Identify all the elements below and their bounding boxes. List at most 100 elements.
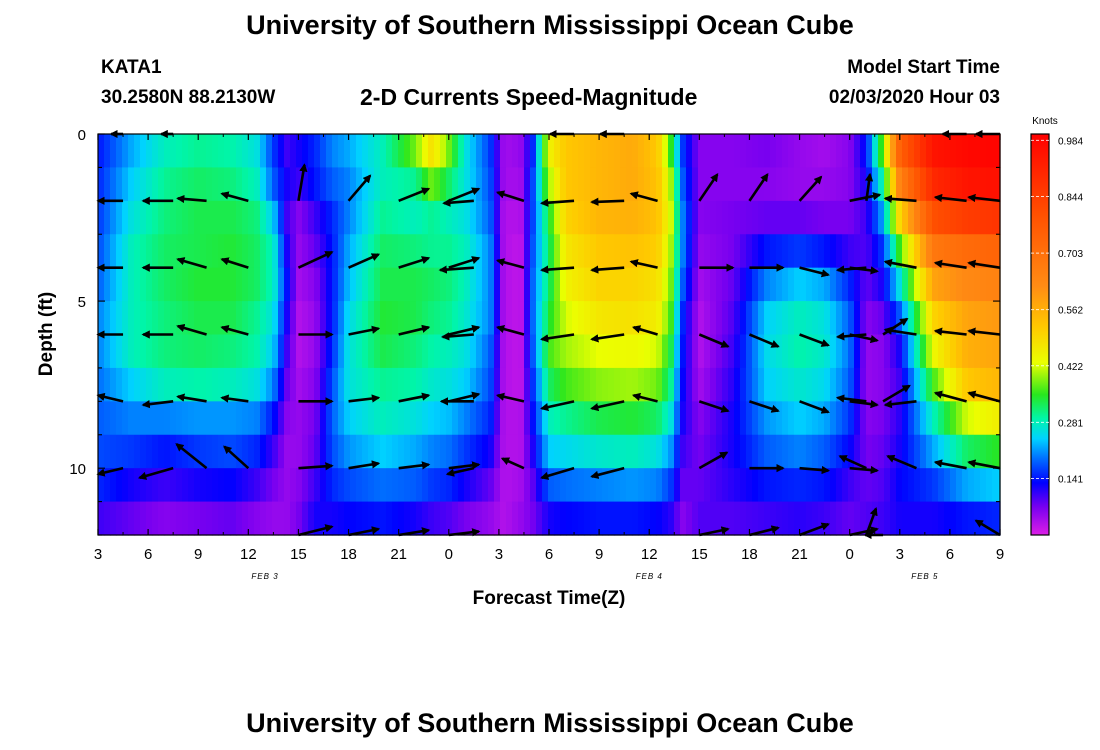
heatmap-cell <box>632 434 639 469</box>
heatmap-cell <box>848 434 855 469</box>
heatmap-cell <box>638 167 645 202</box>
heatmap-cell <box>344 200 351 235</box>
heatmap-cell <box>686 434 693 469</box>
heatmap-cell <box>422 167 429 202</box>
heatmap-cell <box>128 334 135 369</box>
heatmap-cell <box>626 134 633 169</box>
heatmap-cell <box>536 267 543 302</box>
heatmap-cell <box>416 234 423 269</box>
heatmap-cell <box>638 401 645 436</box>
heatmap-cell <box>680 301 687 336</box>
heatmap-cell <box>242 267 249 302</box>
heatmap-cell <box>944 434 951 469</box>
heatmap-cell <box>176 134 183 169</box>
heatmap-cell <box>98 200 105 235</box>
heatmap-cell <box>740 334 747 369</box>
heatmap-cell <box>746 501 753 536</box>
heatmap-cell <box>674 434 681 469</box>
heatmap-cell <box>314 301 321 336</box>
heatmap-cell <box>710 134 717 169</box>
current-vector-arrow <box>348 526 381 537</box>
heatmap-cell <box>224 501 231 536</box>
heatmap-cell <box>176 367 183 402</box>
heatmap-cell <box>488 434 495 469</box>
heatmap-cell <box>596 267 603 302</box>
station-coordinates: 30.2580N 88.2130W <box>101 87 276 108</box>
heatmap-cell <box>872 167 879 202</box>
heatmap-cell <box>380 468 387 503</box>
heatmap-cell <box>650 468 657 503</box>
heatmap-cell <box>956 334 963 369</box>
heatmap-cell <box>284 334 291 369</box>
heatmap-cell <box>656 401 663 436</box>
heatmap-cell <box>716 334 723 369</box>
heatmap-cell <box>728 367 735 402</box>
colorbar-tick-label: 0.281 <box>1058 418 1083 429</box>
heatmap-cell <box>908 134 915 169</box>
heatmap-cell <box>926 367 933 402</box>
heatmap-cell <box>734 334 741 369</box>
heatmap-cell <box>644 401 651 436</box>
heatmap-cell <box>908 200 915 235</box>
heatmap-cell <box>644 167 651 202</box>
heatmap-cell <box>278 134 285 169</box>
heatmap-cell <box>860 301 867 336</box>
heatmap-cell <box>752 234 759 269</box>
heatmap-cell <box>410 234 417 269</box>
heatmap-cell <box>266 134 273 169</box>
heatmap-cell <box>962 401 969 436</box>
heatmap-cell <box>212 267 219 302</box>
current-vector-arrow <box>749 400 780 413</box>
heatmap-cell <box>722 234 729 269</box>
heatmap-cell <box>710 200 717 235</box>
heatmap-cell <box>860 367 867 402</box>
colorbar-tick-label: 0.422 <box>1058 362 1083 373</box>
heatmap-cell <box>182 401 189 436</box>
heatmap-cell <box>698 200 705 235</box>
heatmap-cell <box>758 301 765 336</box>
heatmap-cell <box>830 134 837 169</box>
heatmap-cell <box>458 267 465 302</box>
heatmap-cell <box>716 501 723 536</box>
heatmap-cell <box>470 367 477 402</box>
heatmap-cell <box>662 501 669 536</box>
heatmap-cell <box>530 234 537 269</box>
heatmap-cell <box>200 501 207 536</box>
heatmap-cell <box>920 200 927 235</box>
heatmap-cell <box>140 367 147 402</box>
heatmap-cell <box>176 501 183 536</box>
current-vector-arrow <box>798 175 823 202</box>
heatmap-cell <box>986 301 993 336</box>
heatmap-cell <box>968 134 975 169</box>
heatmap-cell <box>788 267 795 302</box>
heatmap-cell <box>716 167 723 202</box>
heatmap-cell <box>626 334 633 369</box>
heatmap-cell <box>122 468 129 503</box>
x-tick-label: 3 <box>896 546 904 563</box>
heatmap-cell <box>458 200 465 235</box>
heatmap-cell <box>524 134 531 169</box>
heatmap-cell <box>272 334 279 369</box>
heatmap-cell <box>512 167 519 202</box>
heatmap-cell <box>200 434 207 469</box>
heatmap-cell <box>872 401 879 436</box>
heatmap-cell <box>650 167 657 202</box>
heatmap-cell <box>674 501 681 536</box>
heatmap-cell <box>914 501 921 536</box>
heatmap-cell <box>500 200 507 235</box>
heatmap-cell <box>212 301 219 336</box>
current-vector-arrow <box>590 333 625 343</box>
heatmap-cell <box>956 234 963 269</box>
heatmap-cell <box>806 234 813 269</box>
heatmap-cell <box>692 434 699 469</box>
heatmap-cell <box>122 200 129 235</box>
heatmap-cell <box>512 468 519 503</box>
heatmap-cell <box>590 167 597 202</box>
heatmap-cell <box>902 334 909 369</box>
heatmap-cell <box>362 134 369 169</box>
heatmap-cell <box>116 167 123 202</box>
heatmap-cell <box>578 267 585 302</box>
heatmap-cell <box>530 501 537 536</box>
current-vector-arrow <box>849 465 879 475</box>
heatmap-cell <box>218 301 225 336</box>
